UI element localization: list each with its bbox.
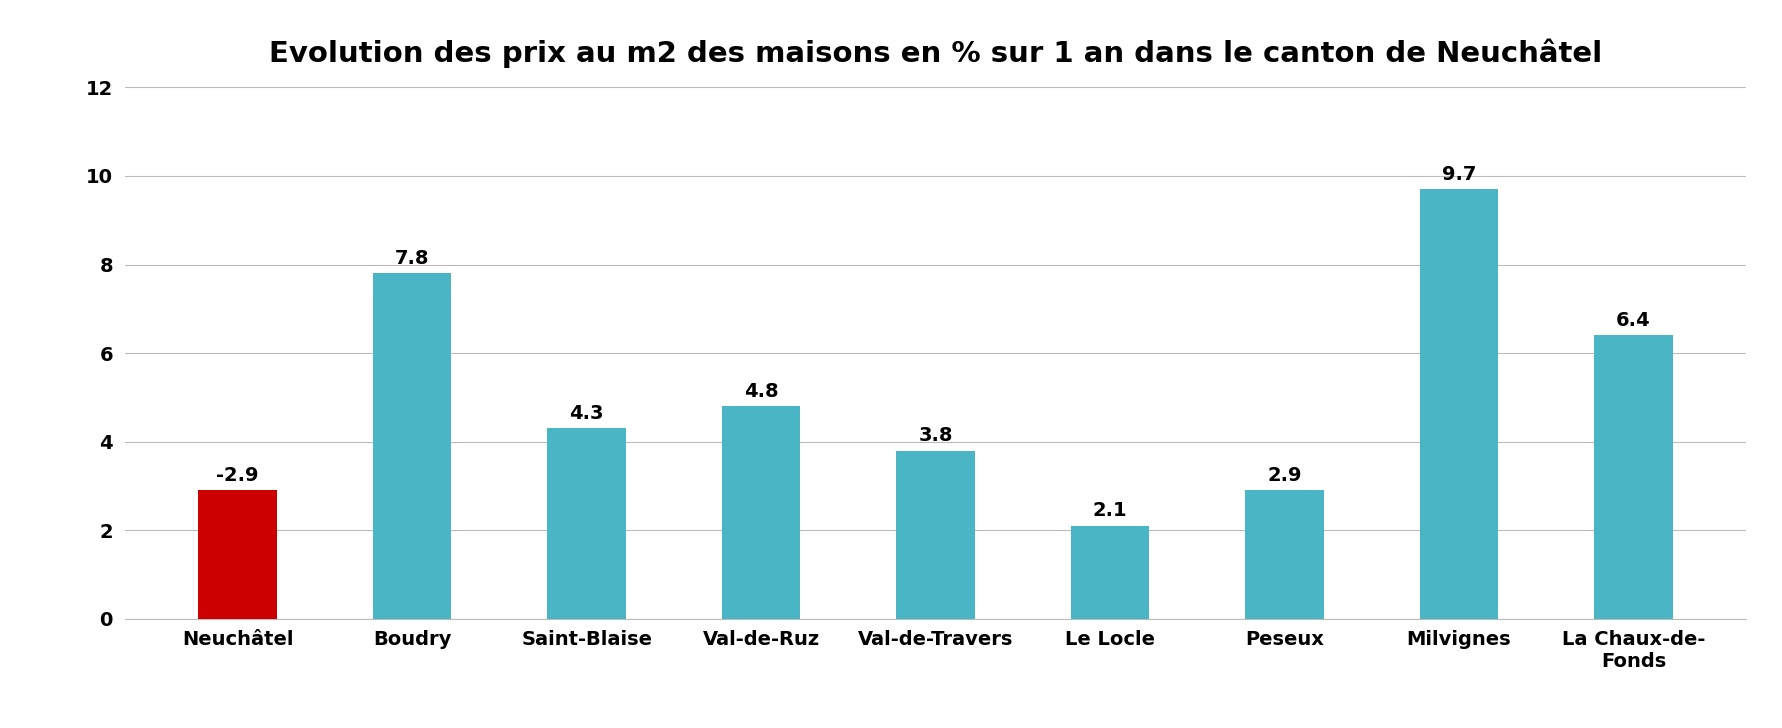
Text: 7.8: 7.8 <box>396 249 429 268</box>
Text: 2.1: 2.1 <box>1092 502 1128 521</box>
Bar <box>1246 491 1324 619</box>
Text: 4.8: 4.8 <box>743 382 779 401</box>
Text: 6.4: 6.4 <box>1616 311 1650 330</box>
Bar <box>1595 336 1673 619</box>
Text: 2.9: 2.9 <box>1267 466 1301 485</box>
Bar <box>896 451 975 619</box>
Bar <box>722 406 800 619</box>
Text: 3.8: 3.8 <box>918 426 953 446</box>
Text: 4.3: 4.3 <box>570 404 604 423</box>
Text: -2.9: -2.9 <box>216 466 258 485</box>
Title: Evolution des prix au m2 des maisons en % sur 1 an dans le canton de Neuchâtel: Evolution des prix au m2 des maisons en … <box>269 39 1602 68</box>
Bar <box>1420 189 1499 619</box>
Text: 9.7: 9.7 <box>1442 165 1475 184</box>
Bar <box>547 428 625 619</box>
Bar <box>372 273 451 619</box>
Bar <box>198 491 276 619</box>
Bar <box>1071 526 1149 619</box>
